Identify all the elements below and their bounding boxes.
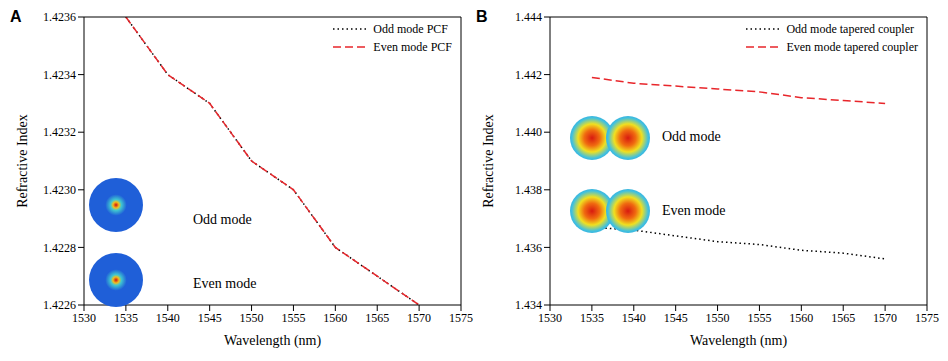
svg-text:1530: 1530: [538, 311, 562, 325]
html-text:Odd mode tapered coupler: Odd mode tapered coupler: [786, 21, 914, 36]
svg-text:1.440: 1.440: [515, 125, 542, 139]
html-text:Even mode tapered coupler: Even mode tapered coupler: [786, 39, 918, 54]
svg-text:1.434: 1.434: [515, 298, 542, 312]
svg-text:1570: 1570: [873, 311, 897, 325]
svg-text:1.438: 1.438: [515, 183, 542, 197]
svg-text:1.4234: 1.4234: [43, 68, 76, 82]
svg-text:1550: 1550: [240, 311, 264, 325]
svg-text:1.436: 1.436: [515, 241, 542, 255]
svg-text:1.442: 1.442: [515, 68, 542, 82]
svg-text:1565: 1565: [365, 311, 389, 325]
html-text:Odd mode: Odd mode: [193, 212, 252, 227]
html-text:Even mode: Even mode: [662, 203, 726, 218]
svg-text:Refractive Index: Refractive Index: [15, 114, 30, 208]
svg-text:1.4232: 1.4232: [43, 125, 76, 139]
svg-text:Wavelength (nm): Wavelength (nm): [690, 333, 788, 349]
svg-text:1545: 1545: [198, 311, 222, 325]
svg-text:1555: 1555: [747, 311, 771, 325]
svg-text:1560: 1560: [789, 311, 813, 325]
svg-text:Wavelength (nm): Wavelength (nm): [224, 333, 322, 349]
html-text:Odd mode PCF: Odd mode PCF: [373, 21, 448, 36]
svg-text:1.444: 1.444: [515, 10, 542, 24]
svg-text:1535: 1535: [114, 311, 138, 325]
svg-text:1565: 1565: [831, 311, 855, 325]
svg-text:1560: 1560: [323, 311, 347, 325]
svg-text:1550: 1550: [706, 311, 730, 325]
svg-text:1.4236: 1.4236: [43, 10, 76, 24]
svg-text:1540: 1540: [622, 311, 646, 325]
svg-text:1555: 1555: [281, 311, 305, 325]
html-text:A: A: [10, 8, 22, 25]
svg-text:1.4228: 1.4228: [43, 241, 76, 255]
svg-text:1.4226: 1.4226: [43, 298, 76, 312]
svg-text:1540: 1540: [156, 311, 180, 325]
svg-text:1575: 1575: [915, 311, 939, 325]
html-text:Odd mode: Odd mode: [662, 129, 721, 144]
svg-text:1575: 1575: [449, 311, 473, 325]
html-text:Even mode PCF: Even mode PCF: [373, 39, 452, 54]
svg-text:1535: 1535: [580, 311, 604, 325]
svg-text:1.4230: 1.4230: [43, 183, 76, 197]
html-text:Even mode: Even mode: [193, 276, 257, 291]
html-text:B: B: [476, 8, 488, 25]
svg-text:Refractive Index: Refractive Index: [481, 114, 496, 208]
svg-text:1530: 1530: [72, 311, 96, 325]
svg-text:1545: 1545: [664, 311, 688, 325]
svg-text:1570: 1570: [407, 311, 431, 325]
